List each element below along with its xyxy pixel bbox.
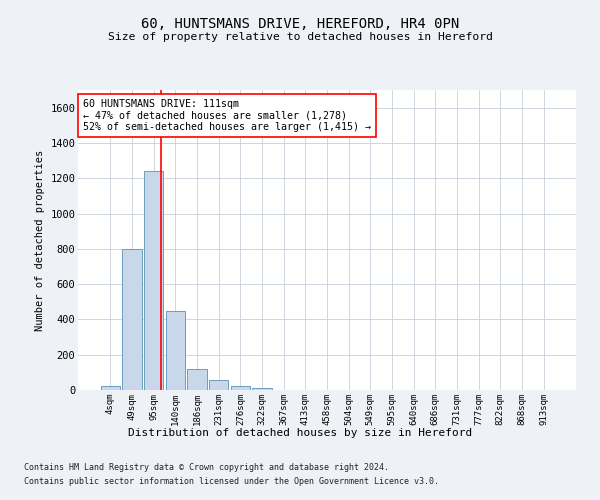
Bar bbox=[230, 386, 250, 390]
Bar bbox=[144, 171, 163, 390]
Bar bbox=[187, 369, 207, 390]
Bar bbox=[166, 310, 185, 390]
Text: 60 HUNTSMANS DRIVE: 111sqm
← 47% of detached houses are smaller (1,278)
52% of s: 60 HUNTSMANS DRIVE: 111sqm ← 47% of deta… bbox=[83, 99, 371, 132]
Bar bbox=[101, 386, 120, 390]
Text: Size of property relative to detached houses in Hereford: Size of property relative to detached ho… bbox=[107, 32, 493, 42]
Bar bbox=[209, 380, 229, 390]
Text: Contains HM Land Registry data © Crown copyright and database right 2024.: Contains HM Land Registry data © Crown c… bbox=[24, 464, 389, 472]
Text: 60, HUNTSMANS DRIVE, HEREFORD, HR4 0PN: 60, HUNTSMANS DRIVE, HEREFORD, HR4 0PN bbox=[141, 18, 459, 32]
Y-axis label: Number of detached properties: Number of detached properties bbox=[35, 150, 44, 330]
Text: Contains public sector information licensed under the Open Government Licence v3: Contains public sector information licen… bbox=[24, 477, 439, 486]
Bar bbox=[252, 388, 272, 390]
Text: Distribution of detached houses by size in Hereford: Distribution of detached houses by size … bbox=[128, 428, 472, 438]
Bar bbox=[122, 249, 142, 390]
